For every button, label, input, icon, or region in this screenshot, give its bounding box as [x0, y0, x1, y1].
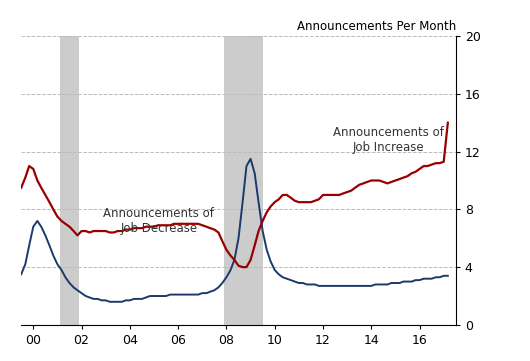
- Bar: [224, 36, 263, 325]
- Text: Announcements of
Job Decrease: Announcements of Job Decrease: [103, 207, 214, 235]
- Bar: [60, 36, 79, 325]
- Text: Announcements of
Job Increase: Announcements of Job Increase: [333, 126, 444, 154]
- Text: Announcements Per Month: Announcements Per Month: [297, 20, 456, 33]
